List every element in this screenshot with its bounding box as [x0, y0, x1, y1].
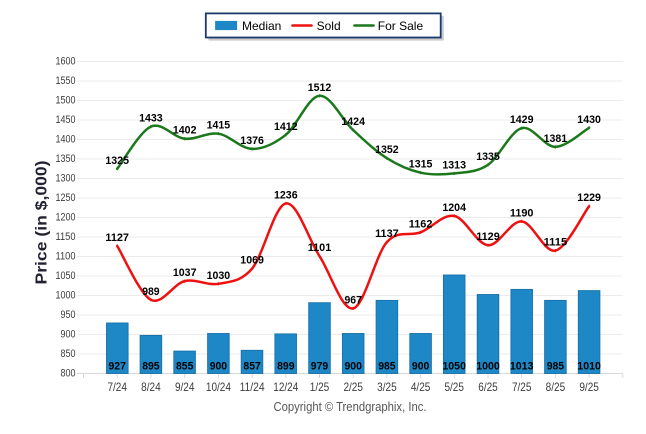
svg-text:1000: 1000 [476, 361, 500, 373]
svg-text:927: 927 [109, 361, 126, 373]
svg-text:3/25: 3/25 [377, 380, 397, 394]
svg-text:2/25: 2/25 [343, 380, 363, 394]
svg-text:900: 900 [210, 361, 227, 373]
svg-text:1433: 1433 [139, 113, 163, 125]
svg-text:1229: 1229 [577, 192, 601, 204]
svg-text:1376: 1376 [240, 135, 264, 147]
svg-text:1050: 1050 [442, 361, 466, 373]
svg-text:1162: 1162 [409, 218, 433, 230]
svg-text:1/25: 1/25 [310, 380, 330, 394]
svg-text:1325: 1325 [105, 155, 129, 167]
svg-text:5/25: 5/25 [444, 380, 464, 394]
svg-text:1115: 1115 [544, 237, 568, 249]
svg-text:899: 899 [277, 361, 294, 373]
svg-text:9/24: 9/24 [175, 380, 195, 394]
svg-text:1204: 1204 [442, 202, 466, 214]
svg-text:1137: 1137 [375, 228, 399, 240]
svg-text:1300: 1300 [56, 173, 76, 185]
svg-text:1412: 1412 [274, 121, 298, 133]
svg-text:850: 850 [61, 348, 76, 360]
svg-text:1381: 1381 [544, 133, 568, 145]
svg-text:1100: 1100 [56, 251, 76, 263]
svg-text:1101: 1101 [308, 242, 332, 254]
svg-text:1069: 1069 [240, 255, 264, 267]
svg-text:1450: 1450 [56, 114, 76, 126]
svg-text:1150: 1150 [56, 231, 76, 243]
svg-text:1200: 1200 [56, 212, 76, 224]
svg-text:1512: 1512 [308, 82, 332, 94]
svg-text:985: 985 [547, 361, 564, 373]
svg-text:857: 857 [243, 361, 260, 373]
svg-text:1550: 1550 [56, 75, 76, 87]
svg-text:8/25: 8/25 [546, 380, 566, 394]
svg-text:4/25: 4/25 [411, 380, 431, 394]
svg-text:9/25: 9/25 [579, 380, 599, 394]
svg-text:1430: 1430 [577, 114, 601, 126]
svg-text:967: 967 [345, 294, 362, 306]
svg-text:1037: 1037 [173, 267, 197, 279]
svg-text:Copyright © Trendgraphix, Inc.: Copyright © Trendgraphix, Inc. [274, 399, 427, 414]
svg-text:1402: 1402 [173, 125, 197, 137]
svg-text:11/24: 11/24 [240, 380, 265, 394]
svg-text:900: 900 [412, 361, 429, 373]
svg-text:1050: 1050 [56, 270, 76, 282]
svg-text:1415: 1415 [207, 120, 231, 132]
svg-text:1500: 1500 [56, 95, 76, 107]
svg-text:1313: 1313 [442, 159, 466, 171]
svg-text:1600: 1600 [56, 56, 76, 68]
svg-text:989: 989 [142, 286, 159, 298]
svg-text:10/24: 10/24 [206, 380, 231, 394]
svg-text:1013: 1013 [510, 361, 534, 373]
svg-text:950: 950 [61, 309, 76, 321]
svg-text:Sold: Sold [317, 19, 341, 33]
svg-text:1010: 1010 [577, 361, 601, 373]
svg-text:8/24: 8/24 [141, 380, 161, 394]
svg-text:6/25: 6/25 [478, 380, 498, 394]
svg-text:1429: 1429 [510, 114, 534, 126]
svg-text:7/24: 7/24 [107, 380, 127, 394]
svg-text:1400: 1400 [56, 134, 76, 146]
svg-text:1250: 1250 [56, 192, 76, 204]
svg-text:1127: 1127 [105, 232, 129, 244]
svg-text:855: 855 [176, 361, 193, 373]
svg-text:979: 979 [311, 361, 328, 373]
svg-text:800: 800 [61, 368, 76, 380]
svg-text:900: 900 [61, 329, 76, 341]
svg-text:Price (in $,000): Price (in $,000) [34, 161, 51, 285]
svg-text:Median: Median [242, 19, 281, 33]
svg-text:1350: 1350 [56, 153, 76, 165]
svg-text:1030: 1030 [207, 270, 231, 282]
svg-text:900: 900 [345, 361, 362, 373]
svg-text:1315: 1315 [409, 159, 433, 171]
svg-text:1352: 1352 [375, 144, 399, 156]
svg-text:12/24: 12/24 [273, 380, 298, 394]
svg-text:1424: 1424 [341, 116, 365, 128]
svg-text:1236: 1236 [274, 190, 298, 202]
svg-text:1335: 1335 [476, 151, 500, 163]
svg-text:7/25: 7/25 [512, 380, 532, 394]
svg-text:1190: 1190 [510, 207, 534, 219]
svg-text:For Sale: For Sale [378, 19, 424, 33]
svg-text:1129: 1129 [476, 231, 500, 243]
svg-text:1000: 1000 [56, 290, 76, 302]
svg-text:895: 895 [142, 361, 159, 373]
svg-text:985: 985 [378, 361, 395, 373]
